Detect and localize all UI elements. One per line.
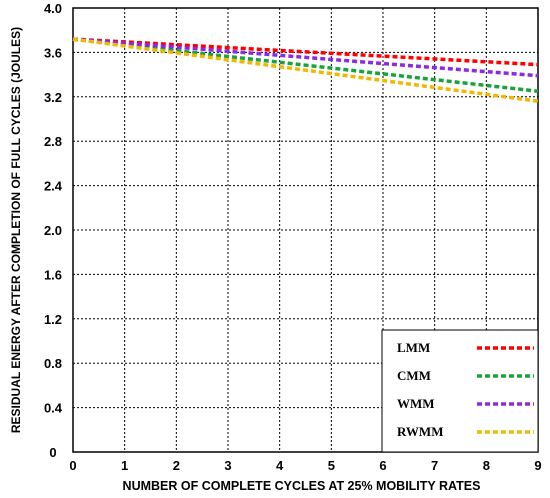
x-tick-label: 4: [276, 458, 284, 473]
x-axis-title: NUMBER OF COMPLETE CYCLES AT 25% MOBILIT…: [123, 479, 481, 493]
x-axis-ticks: 0 1 2 3 4 5 6 7 8 9: [69, 458, 541, 473]
x-tick-label: 9: [534, 458, 541, 473]
legend: LMM CMM WMM RWMM: [381, 329, 539, 453]
y-tick-label: 3.2: [44, 90, 62, 105]
legend-label-cmm: CMM: [397, 368, 431, 383]
y-tick-label: 1.6: [44, 267, 62, 282]
y-axis-ticks: 0 0.4 0.8 1.2 1.6 2.0 2.4 2.8 3.2 3.6 4.0: [44, 1, 63, 460]
legend-label-lmm: LMM: [397, 340, 430, 355]
y-tick-label: 0: [49, 445, 56, 460]
x-tick-label: 8: [483, 458, 490, 473]
x-tick-label: 3: [224, 458, 231, 473]
y-tick-label: 2.4: [44, 179, 63, 194]
x-tick-label: 1: [121, 458, 128, 473]
y-tick-label: 4.0: [44, 1, 62, 16]
series-layer: [72, 37, 539, 103]
y-tick-label: 2.8: [44, 134, 62, 149]
legend-label-wmm: WMM: [397, 396, 435, 411]
series-line-rwmm: [72, 37, 539, 103]
x-tick-label: 2: [173, 458, 180, 473]
x-tick-label: 6: [379, 458, 386, 473]
y-axis-title: RESIDUAL ENERGY AFTER COMPLETION OF FULL…: [9, 27, 23, 433]
series-line-lmm: [72, 37, 539, 67]
x-tick-label: 0: [69, 458, 76, 473]
y-tick-label: 0.4: [44, 401, 63, 416]
y-tick-label: 1.2: [44, 312, 62, 327]
series-line-cmm: [72, 37, 539, 93]
x-tick-label: 7: [431, 458, 438, 473]
y-tick-label: 0.8: [44, 356, 62, 371]
y-tick-label: 3.6: [44, 45, 62, 60]
series-line-wmm: [72, 37, 539, 78]
x-tick-label: 5: [328, 458, 335, 473]
y-tick-label: 2.0: [44, 223, 62, 238]
legend-label-rwmm: RWMM: [397, 424, 443, 439]
plot-frame: [72, 7, 539, 453]
